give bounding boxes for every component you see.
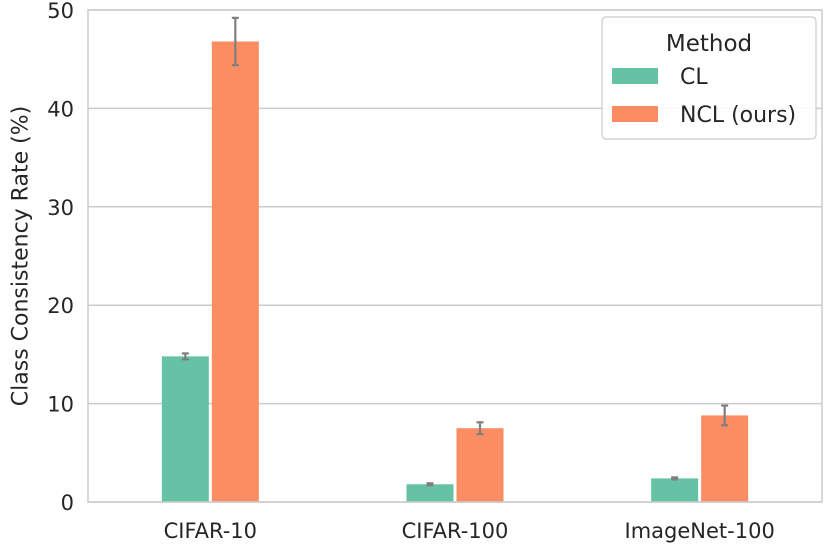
bars bbox=[161, 41, 749, 502]
x-tick-label: CIFAR-10 bbox=[164, 519, 257, 543]
bar bbox=[701, 415, 749, 502]
y-tick-label: 0 bbox=[61, 491, 74, 515]
bar bbox=[211, 41, 259, 502]
legend-swatch-ncl bbox=[612, 106, 658, 122]
x-tick-label: ImageNet-100 bbox=[625, 519, 775, 543]
y-tick-label: 40 bbox=[47, 97, 74, 121]
bar bbox=[651, 478, 699, 502]
legend-swatch-cl bbox=[612, 68, 658, 84]
plot-frame bbox=[87, 9, 823, 503]
error-bars bbox=[181, 16, 729, 487]
y-tick-label: 50 bbox=[47, 0, 74, 23]
y-tick-labels: 0 10 20 30 40 50 bbox=[47, 0, 74, 515]
bar bbox=[161, 356, 209, 502]
legend-label-ncl: NCL (ours) bbox=[680, 103, 796, 128]
bar bbox=[406, 484, 454, 502]
legend: Method CL NCL (ours) bbox=[601, 16, 817, 140]
y-axis-label: Class Consistency Rate (%) bbox=[9, 106, 34, 406]
legend-label-cl: CL bbox=[680, 65, 708, 90]
x-tick-labels: CIFAR-10 CIFAR-100 ImageNet-100 bbox=[164, 519, 775, 543]
legend-title: Method bbox=[666, 31, 752, 57]
y-tick-label: 10 bbox=[47, 393, 74, 417]
x-tick-label: CIFAR-100 bbox=[402, 519, 509, 543]
bar bbox=[456, 428, 504, 502]
y-tick-label: 30 bbox=[47, 196, 74, 220]
y-tick-label: 20 bbox=[47, 294, 74, 318]
